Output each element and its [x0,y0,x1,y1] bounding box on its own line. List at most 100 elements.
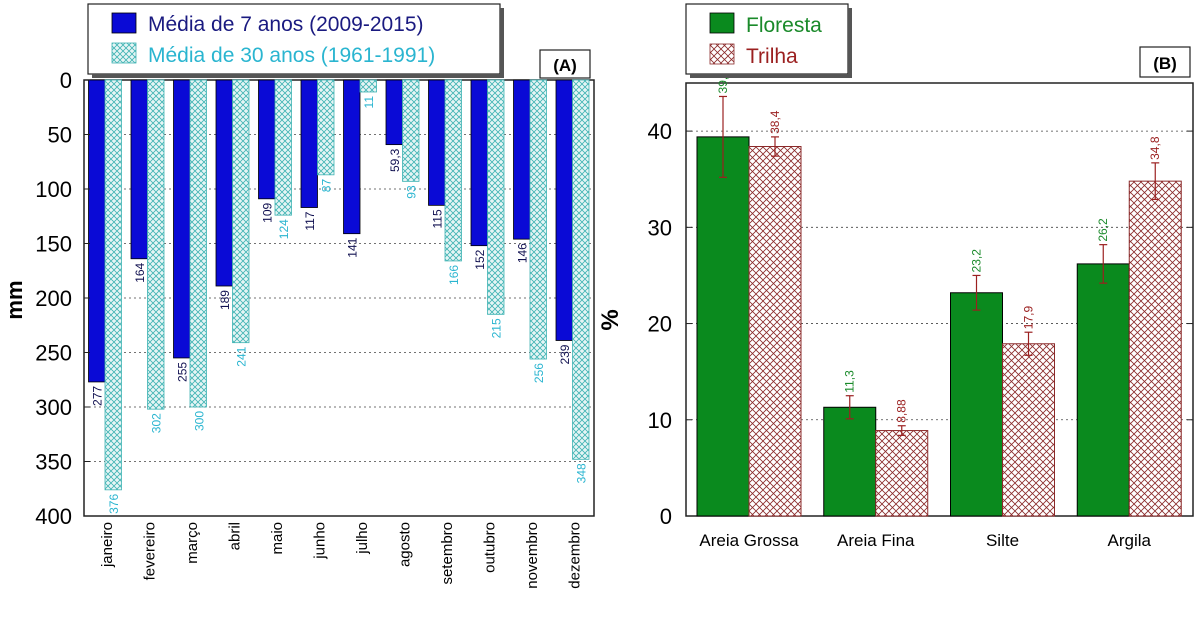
value-label-30-anos-agosto: 93 [405,185,419,199]
chart-a-panel-label-box [539,49,591,79]
bar-floresta-argila [1076,263,1130,517]
value-label-30-anos-outubro: 215 [490,318,504,338]
value-label-floresta-areia-fina: 11,3 [843,370,857,393]
chart-a-y-tick-label: 200 [35,286,72,311]
bar-7-anos-dezembro [555,79,573,341]
value-label-7-anos-setembro: 115 [431,209,445,228]
value-label-30-anos-maio: 124 [277,219,291,239]
value-label-7-anos-fevereiro: 164 [133,262,147,282]
value-label-trilha-areia-grossa: 38,4 [768,110,782,134]
value-label-7-anos-outubro: 152 [473,249,487,269]
value-label-7-anos-março: 255 [176,362,190,382]
chart-a-y-tick-label: 100 [35,177,72,202]
bar-30-anos-julho [359,79,377,93]
value-label-7-anos-dezembro: 239 [558,344,572,364]
bar-trilha-areia-fina [875,430,929,517]
bar-7-anos-agosto [385,79,403,146]
value-label-30-anos-novembro: 256 [532,363,546,383]
chart-b-y-tick-label: 40 [648,119,672,144]
bar-7-anos-setembro [428,79,446,206]
chart-b-panel-label: (B) [1153,54,1177,73]
bar-7-anos-fevereiro [130,79,148,260]
bar-floresta-areia-fina [823,406,877,517]
chart-a-y-tick-label: 400 [35,504,72,529]
bar-trilha-areia-grossa [748,146,802,517]
chart-a-y-tick-label: 50 [48,123,72,148]
value-label-floresta-silte: 23,2 [970,249,984,273]
chart-b-y-tick-label: 0 [660,504,672,529]
chart-a-x-tick-label-setembro: setembro [439,522,456,585]
chart-b-y-tick-label: 30 [648,215,672,240]
chart-a-x-tick-label-maio: maio [269,522,286,555]
value-label-trilha-argila: 34,8 [1148,136,1162,160]
chart-b-panel-label-box [1139,46,1191,78]
chart-a-y-tick-label: 250 [35,341,72,366]
bar-30-anos-junho [317,79,335,176]
bar-30-anos-janeiro [104,79,122,491]
bar-7-anos-maio [258,79,276,200]
chart-b: 0 10 20 30 40 Areia Grossa Areia Fina Silte Arg… [597,3,1194,550]
chart-b-legend: Floresta Trilha [685,3,852,78]
legend-swatch-trilha [709,43,735,65]
chart-a-panel-label: (A) [553,56,577,75]
chart-a-x-tick-label-dezembro: dezembro [567,522,584,589]
chart-a-y-tick-label: 350 [35,450,72,475]
chart-b-x-tick-label-areia-grossa: Areia Grossa [699,531,799,550]
bar-trilha-argila [1128,180,1182,517]
value-label-7-anos-junho: 117 [303,211,317,230]
chart-b-y-tick-label: 20 [648,312,672,337]
bar-30-anos-fevereiro [147,79,165,410]
chart-a-x-tick-label-agosto: agosto [397,522,414,567]
bar-7-anos-março [173,79,191,359]
bar-30-anos-setembro [444,79,462,262]
value-label-30-anos-janeiro: 376 [107,494,121,514]
chart-a: 0 50 100 150 200 250 300 350 400 janeiro fevereir… [2,3,595,589]
chart-b-x-tick-label-argila: Argila [1108,531,1152,550]
bar-7-anos-novembro [513,79,531,240]
chart-a-x-tick-label-abril: abril [227,522,244,550]
value-label-30-anos-junho: 87 [320,179,334,193]
chart-a-x-tick-label-junho: junho [312,522,329,560]
legend-swatch-30-anos [111,42,137,64]
legend-swatch-floresta [709,12,735,34]
chart-b-x-tick-label-silte: Silte [986,531,1019,550]
legend-label-30-anos: Média de 30 anos (1961-1991) [148,44,435,67]
value-label-30-anos-julho: 11 [362,96,376,109]
bar-30-anos-dezembro [572,79,590,460]
chart-b-plot-area [685,82,1194,517]
value-label-30-anos-março: 300 [192,411,206,431]
chart-a-x-tick-label-março: março [184,522,201,564]
bar-trilha-silte [1002,343,1055,517]
value-label-30-anos-abril: 241 [235,346,249,366]
value-label-7-anos-janeiro: 277 [91,386,105,406]
chart-b-y-axis-label: % [597,309,624,330]
bar-30-anos-maio [274,79,292,216]
chart-a-y-tick-label: 300 [35,395,72,420]
bar-7-anos-junho [300,79,318,208]
legend-label-trilha: Trilha [746,45,798,68]
bar-30-anos-agosto [402,79,420,182]
bar-7-anos-abril [215,79,233,287]
bar-30-anos-outubro [487,79,505,315]
bar-30-anos-março [189,79,207,408]
bar-7-anos-outubro [470,79,488,247]
chart-a-legend: Média de 7 anos (2009-2015) Média de 30 … [87,3,504,78]
bar-floresta-areia-grossa [696,136,750,517]
bar-7-anos-janeiro [88,79,106,383]
value-label-30-anos-fevereiro: 302 [150,413,164,433]
bar-floresta-silte [950,292,1003,517]
legend-swatch-7-anos [111,12,137,34]
value-label-30-anos-dezembro: 348 [575,463,589,483]
legend-label-7-anos: Média de 7 anos (2009-2015) [148,13,424,36]
bar-7-anos-julho [343,79,361,235]
value-label-7-anos-agosto: 59,3 [388,148,402,172]
chart-a-x-tick-label-julho: julho [354,522,371,555]
value-label-7-anos-abril: 189 [218,290,232,310]
value-label-30-anos-setembro: 166 [447,265,461,285]
bar-30-anos-novembro [529,79,547,360]
chart-a-x-tick-label-fevereiro: fevereiro [142,522,159,580]
value-label-floresta-argila: 26,2 [1096,218,1110,242]
value-label-trilha-areia-fina: 8,88 [895,399,909,423]
chart-a-y-axis-label: mm [2,280,27,319]
chart-b-x-tick-label-areia-fina: Areia Fina [837,531,915,550]
